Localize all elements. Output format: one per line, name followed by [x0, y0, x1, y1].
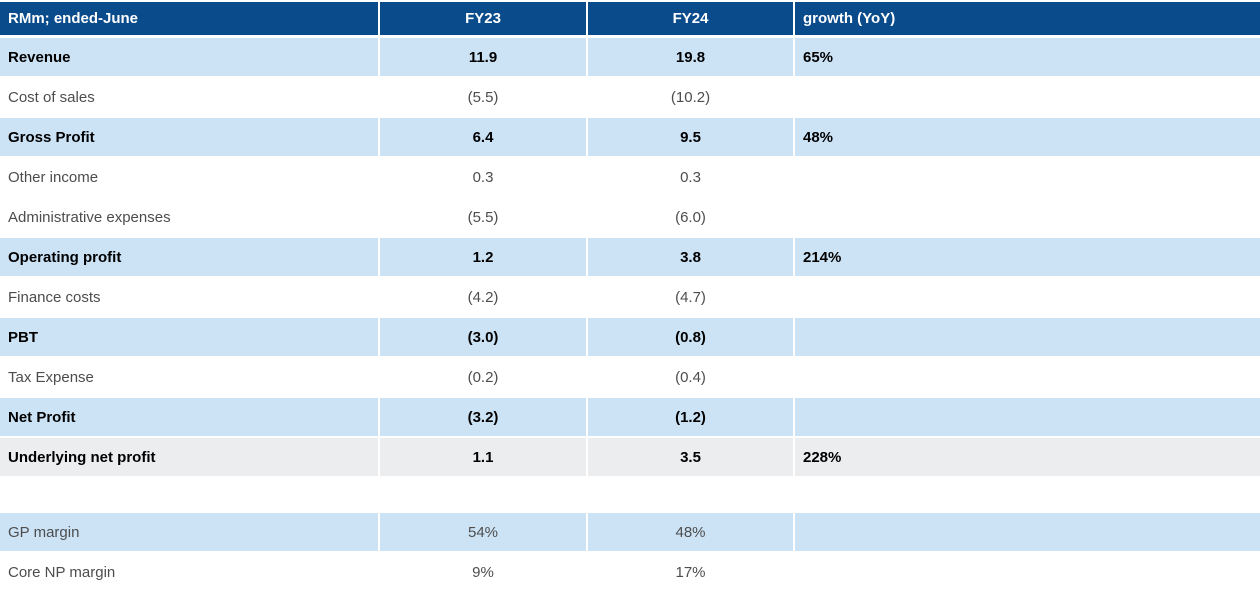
row-label: Tax Expense — [0, 358, 378, 396]
fy24-value: (4.7) — [588, 278, 793, 316]
col-header-growth: growth (YoY) — [795, 2, 1260, 35]
fy24-value: (6.0) — [588, 198, 793, 236]
table-row-core-np-margin: Core NP margin 9% 17% — [0, 553, 1260, 591]
col-header-metric: RMm; ended-June — [0, 2, 378, 35]
fy24-value: (1.2) — [588, 398, 793, 436]
fy23-value: 6.4 — [380, 118, 586, 156]
table-row-gp-margin: GP margin 54% 48% — [0, 513, 1260, 551]
fy24-value: (0.4) — [588, 358, 793, 396]
table-row-gross-profit: Gross Profit 6.4 9.5 48% — [0, 118, 1260, 156]
fy24-value: 17% — [588, 553, 793, 591]
row-label: Underlying net profit — [0, 438, 378, 476]
fy23-value: 0.3 — [380, 158, 586, 196]
row-label: GP margin — [0, 513, 378, 551]
fy24-value: (10.2) — [588, 78, 793, 116]
growth-value — [795, 278, 1260, 316]
growth-value — [795, 318, 1260, 356]
table-row-administrative-expenses: Administrative expenses (5.5) (6.0) — [0, 198, 1260, 236]
table-header-row: RMm; ended-June FY23 FY24 growth (YoY) — [0, 2, 1260, 35]
row-label: Gross Profit — [0, 118, 378, 156]
row-label: Other income — [0, 158, 378, 196]
row-label: Revenue — [0, 38, 378, 76]
spacer-row — [0, 478, 1260, 513]
fy23-value: (4.2) — [380, 278, 586, 316]
growth-value: 228% — [795, 438, 1260, 476]
growth-value — [795, 158, 1260, 196]
growth-value — [795, 398, 1260, 436]
fy24-value: 0.3 — [588, 158, 793, 196]
fy24-value: (0.8) — [588, 318, 793, 356]
table-row-cost-of-sales: Cost of sales (5.5) (10.2) — [0, 78, 1260, 116]
table-row-pbt: PBT (3.0) (0.8) — [0, 318, 1260, 356]
table-row-revenue: Revenue 11.9 19.8 65% — [0, 38, 1260, 76]
growth-value — [795, 198, 1260, 236]
fy24-value: 9.5 — [588, 118, 793, 156]
row-label: Administrative expenses — [0, 198, 378, 236]
row-label: Finance costs — [0, 278, 378, 316]
fy23-value: (5.5) — [380, 78, 586, 116]
fy23-value: 54% — [380, 513, 586, 551]
table-row-finance-costs: Finance costs (4.2) (4.7) — [0, 278, 1260, 316]
fy24-value: 48% — [588, 513, 793, 551]
growth-value — [795, 78, 1260, 116]
row-label: Operating profit — [0, 238, 378, 276]
row-label: Core NP margin — [0, 553, 378, 591]
table-row-operating-profit: Operating profit 1.2 3.8 214% — [0, 238, 1260, 276]
row-label: PBT — [0, 318, 378, 356]
col-header-fy24: FY24 — [588, 2, 793, 35]
fy23-value: 1.1 — [380, 438, 586, 476]
growth-value — [795, 513, 1260, 551]
fy23-value: (3.0) — [380, 318, 586, 356]
table-row-tax-expense: Tax Expense (0.2) (0.4) — [0, 358, 1260, 396]
growth-value — [795, 358, 1260, 396]
growth-value: 48% — [795, 118, 1260, 156]
fy23-value: (5.5) — [380, 198, 586, 236]
growth-value: 65% — [795, 38, 1260, 76]
growth-value — [795, 553, 1260, 591]
fy24-value: 19.8 — [588, 38, 793, 76]
col-header-fy23: FY23 — [380, 2, 586, 35]
table-row-net-profit: Net Profit (3.2) (1.2) — [0, 398, 1260, 436]
table-row-underlying-net-profit: Underlying net profit 1.1 3.5 228% — [0, 438, 1260, 476]
row-label: Cost of sales — [0, 78, 378, 116]
fy24-value: 3.8 — [588, 238, 793, 276]
fy23-value: 11.9 — [380, 38, 586, 76]
fy23-value: 9% — [380, 553, 586, 591]
fy23-value: (0.2) — [380, 358, 586, 396]
table-row-other-income: Other income 0.3 0.3 — [0, 158, 1260, 196]
fy23-value: 1.2 — [380, 238, 586, 276]
row-label: Net Profit — [0, 398, 378, 436]
fy23-value: (3.2) — [380, 398, 586, 436]
fy24-value: 3.5 — [588, 438, 793, 476]
growth-value: 214% — [795, 238, 1260, 276]
